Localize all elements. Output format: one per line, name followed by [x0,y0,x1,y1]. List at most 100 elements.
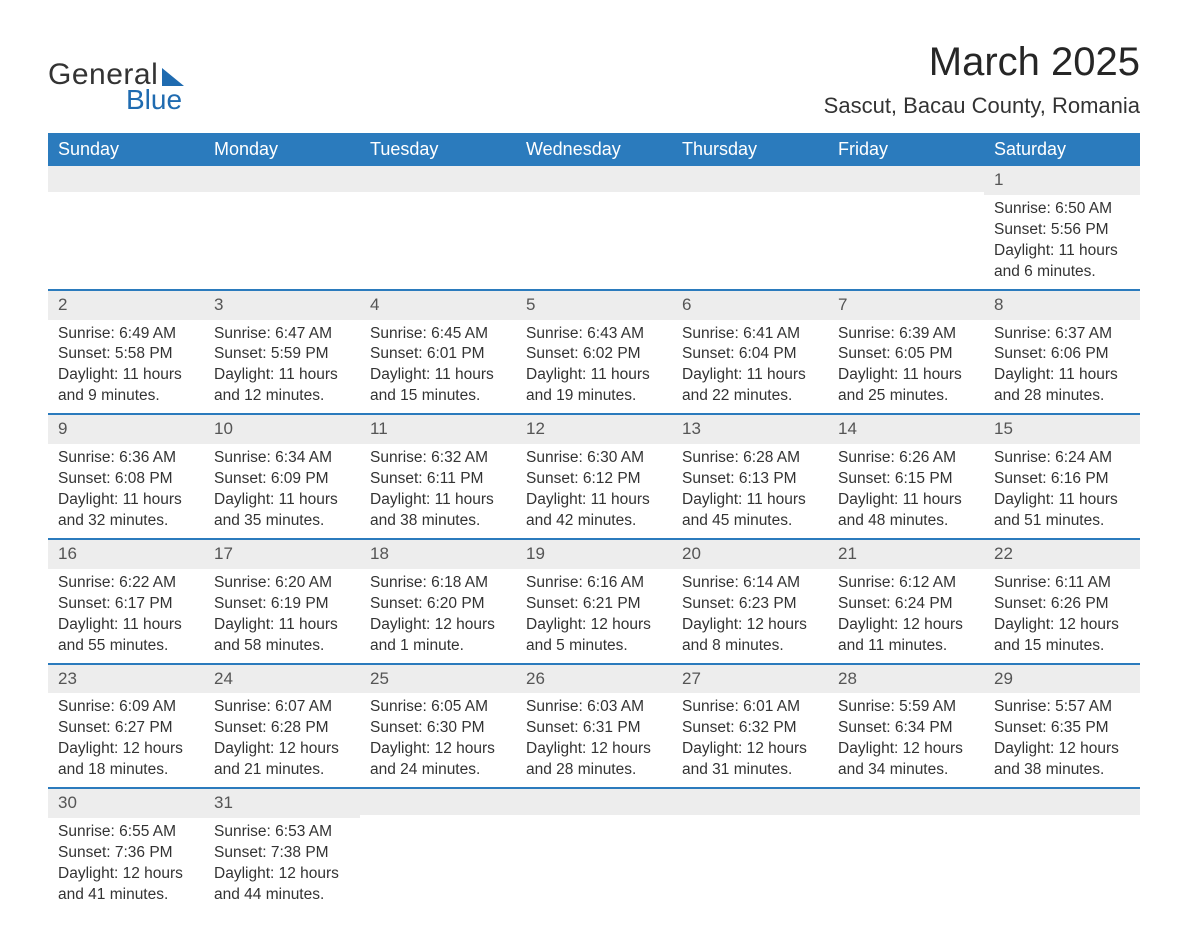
sunset-line: Sunset: 6:20 PM [370,594,506,615]
sunrise-line: Sunrise: 6:32 AM [370,448,506,469]
sunset-line: Sunset: 7:38 PM [214,843,350,864]
day-cell: 14Sunrise: 6:26 AMSunset: 6:15 PMDayligh… [828,414,984,539]
day-cell: 15Sunrise: 6:24 AMSunset: 6:16 PMDayligh… [984,414,1140,539]
sunrise-line: Sunrise: 6:16 AM [526,573,662,594]
daylight-line: Daylight: 11 hours and 9 minutes. [58,365,194,407]
day-cell: 21Sunrise: 6:12 AMSunset: 6:24 PMDayligh… [828,539,984,664]
sunset-line: Sunset: 6:13 PM [682,469,818,490]
daylight-line: Daylight: 11 hours and 32 minutes. [58,490,194,532]
sunrise-line: Sunrise: 6:28 AM [682,448,818,469]
day-cell: 8Sunrise: 6:37 AMSunset: 6:06 PMDaylight… [984,290,1140,415]
daylight-line: Daylight: 12 hours and 1 minute. [370,615,506,657]
daylight-line: Daylight: 11 hours and 6 minutes. [994,241,1130,283]
daylight-line: Daylight: 11 hours and 12 minutes. [214,365,350,407]
weekday-header: Monday [204,133,360,166]
day-cell: 11Sunrise: 6:32 AMSunset: 6:11 PMDayligh… [360,414,516,539]
day-number: 18 [360,540,516,569]
day-cell: 29 Sunrise: 5:57 AMSunset: 6:35 PMDayligh… [984,664,1140,789]
weekday-header: Thursday [672,133,828,166]
sunset-line: Sunset: 5:56 PM [994,220,1130,241]
day-number: 23 [48,665,204,694]
day-cell: 5Sunrise: 6:43 AMSunset: 6:02 PMDaylight… [516,290,672,415]
sunrise-line: Sunrise: 6:45 AM [370,324,506,345]
brand-word-2: Blue [126,84,184,116]
day-number: 15 [984,415,1140,444]
daylight-line: Daylight: 12 hours and 34 minutes. [838,739,974,781]
sunset-line: Sunset: 6:09 PM [214,469,350,490]
daylight-line: Daylight: 11 hours and 42 minutes. [526,490,662,532]
day-cell: 20Sunrise: 6:14 AMSunset: 6:23 PMDayligh… [672,539,828,664]
daylight-line: Daylight: 11 hours and 55 minutes. [58,615,194,657]
brand-logo: General Blue [48,58,184,116]
day-cell: 30Sunrise: 6:55 AMSunset: 7:36 PMDayligh… [48,788,204,912]
day-number: 7 [828,291,984,320]
sunrise-line: Sunrise: 6:26 AM [838,448,974,469]
day-number: 3 [204,291,360,320]
daylight-line: Daylight: 11 hours and 58 minutes. [214,615,350,657]
sunrise-line: Sunrise: 5:57 AM [994,697,1130,718]
day-number: 21 [828,540,984,569]
day-number: 6 [672,291,828,320]
week-row: 2Sunrise: 6:49 AMSunset: 5:58 PMDaylight… [48,290,1140,415]
day-cell: 1 Sunrise: 6:50 AMSunset: 5:56 PMDaylight… [984,166,1140,290]
daylight-line: Daylight: 12 hours and 44 minutes. [214,864,350,906]
empty-cell [672,166,828,290]
day-cell: 9Sunrise: 6:36 AMSunset: 6:08 PMDaylight… [48,414,204,539]
daylight-line: Daylight: 12 hours and 15 minutes. [994,615,1130,657]
empty-day-bar [360,166,516,192]
empty-cell [672,788,828,912]
empty-cell [204,166,360,290]
sunset-line: Sunset: 6:06 PM [994,344,1130,365]
weekday-header: Saturday [984,133,1140,166]
day-cell: 13Sunrise: 6:28 AMSunset: 6:13 PMDayligh… [672,414,828,539]
sunrise-line: Sunrise: 6:55 AM [58,822,194,843]
day-number: 30 [48,789,204,818]
week-row: 30Sunrise: 6:55 AMSunset: 7:36 PMDayligh… [48,788,1140,912]
sunset-line: Sunset: 6:35 PM [994,718,1130,739]
sunrise-line: Sunrise: 6:47 AM [214,324,350,345]
day-cell: 12Sunrise: 6:30 AMSunset: 6:12 PMDayligh… [516,414,672,539]
daylight-line: Daylight: 12 hours and 8 minutes. [682,615,818,657]
sunset-line: Sunset: 5:59 PM [214,344,350,365]
daylight-line: Daylight: 12 hours and 38 minutes. [994,739,1130,781]
empty-day-bar [204,166,360,192]
sunrise-line: Sunrise: 6:22 AM [58,573,194,594]
empty-cell [516,788,672,912]
day-cell: 17Sunrise: 6:20 AMSunset: 6:19 PMDayligh… [204,539,360,664]
sunrise-line: Sunrise: 6:12 AM [838,573,974,594]
sunrise-line: Sunrise: 6:50 AM [994,199,1130,220]
sunrise-line: Sunrise: 6:05 AM [370,697,506,718]
day-number: 1 [984,166,1140,195]
sunset-line: Sunset: 6:16 PM [994,469,1130,490]
weekday-header-row: SundayMondayTuesdayWednesdayThursdayFrid… [48,133,1140,166]
day-number: 11 [360,415,516,444]
empty-day-bar [516,789,672,815]
sunrise-line: Sunrise: 6:53 AM [214,822,350,843]
day-number: 10 [204,415,360,444]
empty-day-bar [672,789,828,815]
day-cell: 10Sunrise: 6:34 AMSunset: 6:09 PMDayligh… [204,414,360,539]
day-number: 12 [516,415,672,444]
day-cell: 24Sunrise: 6:07 AMSunset: 6:28 PMDayligh… [204,664,360,789]
empty-day-bar [48,166,204,192]
day-cell: 28Sunrise: 5:59 AMSunset: 6:34 PMDayligh… [828,664,984,789]
sunset-line: Sunset: 6:04 PM [682,344,818,365]
day-number: 14 [828,415,984,444]
day-number: 2 [48,291,204,320]
sunset-line: Sunset: 6:05 PM [838,344,974,365]
day-number: 31 [204,789,360,818]
day-number: 29 [984,665,1140,694]
weekday-header: Sunday [48,133,204,166]
day-cell: 18 Sunrise: 6:18 AMSunset: 6:20 PMDayligh… [360,539,516,664]
sunrise-line: Sunrise: 6:49 AM [58,324,194,345]
sunset-line: Sunset: 6:32 PM [682,718,818,739]
day-number: 13 [672,415,828,444]
daylight-line: Daylight: 12 hours and 11 minutes. [838,615,974,657]
daylight-line: Daylight: 12 hours and 24 minutes. [370,739,506,781]
day-cell: 2Sunrise: 6:49 AMSunset: 5:58 PMDaylight… [48,290,204,415]
location-subtitle: Sascut, Bacau County, Romania [824,93,1140,119]
empty-cell [984,788,1140,912]
day-number: 22 [984,540,1140,569]
sunrise-line: Sunrise: 6:34 AM [214,448,350,469]
sunrise-line: Sunrise: 6:18 AM [370,573,506,594]
